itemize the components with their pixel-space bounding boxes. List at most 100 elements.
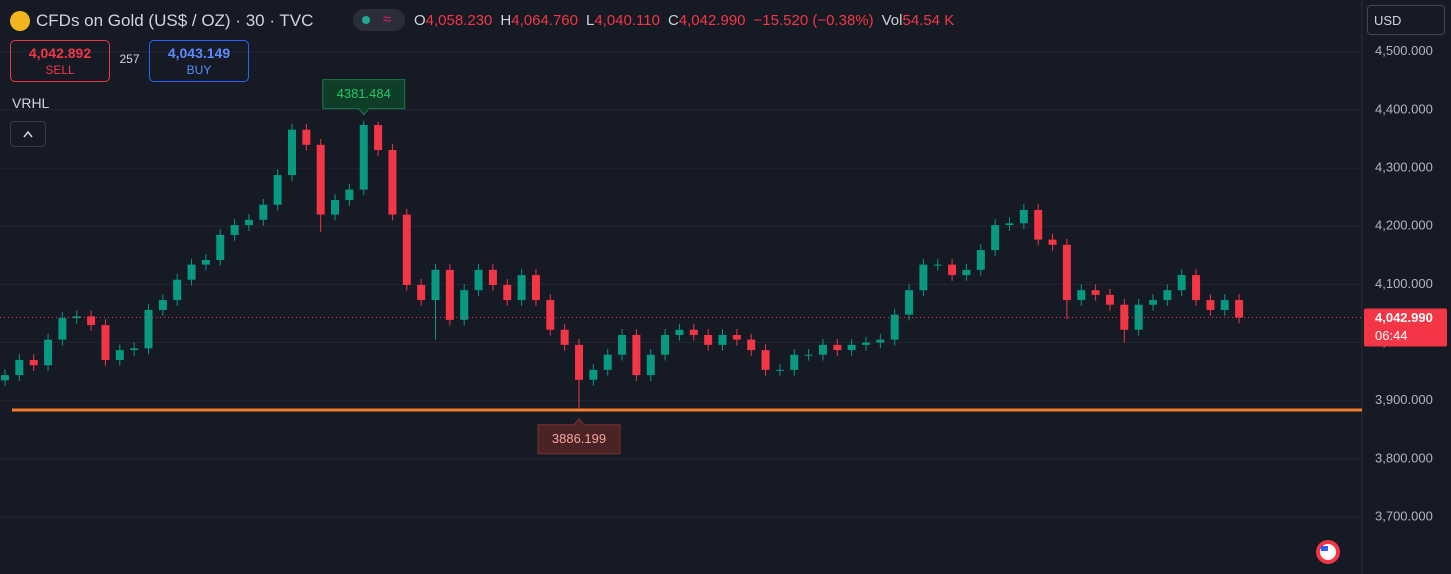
buy-button[interactable]: 4,043.149 BUY xyxy=(149,40,249,82)
candle-body xyxy=(948,264,957,276)
countdown: 06:44 xyxy=(1375,328,1408,343)
candle-body xyxy=(890,314,899,340)
ohlc-value: 4,040.110 xyxy=(594,12,660,29)
candle-body xyxy=(847,344,856,351)
candle-body xyxy=(359,125,368,190)
candle-body xyxy=(1206,300,1215,310)
candle-body xyxy=(1220,300,1229,310)
candle-body xyxy=(818,344,827,355)
y-tick-label: 4,300.000 xyxy=(1375,160,1433,175)
candle-body xyxy=(560,329,569,345)
candle-body xyxy=(1,375,9,381)
candle-body xyxy=(488,269,497,285)
flag-icon[interactable] xyxy=(1316,540,1340,564)
low-callout xyxy=(537,417,621,455)
candle-body xyxy=(87,316,96,326)
ohlc-key: L xyxy=(585,12,595,29)
sell-button[interactable]: 4,042.892 SELL xyxy=(10,40,110,82)
candle-body xyxy=(675,329,684,335)
currency-select[interactable]: USD xyxy=(1367,5,1445,35)
last-price-label: 4,042.990 xyxy=(1375,310,1433,325)
high-callout xyxy=(322,79,406,116)
candle-body xyxy=(345,189,354,201)
candle-body xyxy=(632,334,641,376)
candle-body xyxy=(1005,223,1014,226)
candle-body xyxy=(718,334,727,345)
candle-body xyxy=(273,175,282,205)
candle-body xyxy=(876,339,885,343)
ohlc-value: 4,058.230 xyxy=(425,12,493,29)
candle-body xyxy=(445,269,454,320)
ohlc-value: 4,042.990 xyxy=(678,12,746,29)
candle-body xyxy=(1149,300,1157,305)
candle-body xyxy=(288,129,296,176)
y-tick-label: 3,700.000 xyxy=(1375,508,1433,523)
candle-body xyxy=(302,129,311,145)
candle-body xyxy=(704,334,713,345)
volume: 54.54 K xyxy=(902,12,955,29)
candle-body xyxy=(661,334,670,355)
y-tick-label: 4,500.000 xyxy=(1375,43,1433,58)
candle-body xyxy=(15,359,24,376)
sell-label: SELL xyxy=(45,63,75,77)
low-label: 3886.199 xyxy=(552,431,606,446)
candle-body xyxy=(115,350,124,360)
candle-body xyxy=(517,275,526,301)
candle-body xyxy=(1077,290,1086,301)
currency: USD xyxy=(1374,13,1402,28)
candle-body xyxy=(589,369,598,380)
ohlc-legend: O4,058.230 H4,064.760 L4,040.110 C4,042.990… xyxy=(414,10,954,32)
candle-body xyxy=(991,225,1000,251)
y-tick-label: 3,800.000 xyxy=(1375,450,1433,465)
candle-body xyxy=(689,329,698,335)
candle-body xyxy=(1134,304,1143,330)
ohlc-key: C xyxy=(667,12,679,29)
y-tick-label: 4,100.000 xyxy=(1375,276,1433,291)
high-label: 4381.484 xyxy=(337,86,391,101)
candle-body xyxy=(44,339,53,366)
symbol-title[interactable]: CFDs on Gold (US$ / OZ) · 30 · TVC xyxy=(36,11,314,31)
ohlc-value: 4,064.760 xyxy=(511,12,578,29)
grid xyxy=(0,51,1362,518)
buy-label: BUY xyxy=(186,63,212,77)
candle-body xyxy=(173,279,182,301)
collapse-button[interactable] xyxy=(10,121,46,147)
candle-body xyxy=(230,225,239,235)
candle-body xyxy=(144,309,153,349)
candle-body xyxy=(1062,244,1071,301)
ohlc-key: O xyxy=(414,12,426,29)
candle-body xyxy=(417,284,426,301)
y-tick-label: 4,200.000 xyxy=(1375,218,1433,233)
candle-body xyxy=(833,344,842,351)
candle-body xyxy=(316,144,325,215)
candle-body xyxy=(1235,300,1244,318)
buy-price: 4,043.149 xyxy=(167,45,231,61)
spread: 257 xyxy=(119,52,140,66)
status-pill[interactable]: ≈ xyxy=(353,9,405,31)
candle-body xyxy=(905,290,914,315)
candle-body xyxy=(976,250,985,270)
y-tick-label: 4,400.000 xyxy=(1375,101,1433,116)
market-open-dot xyxy=(362,16,370,24)
candle-body xyxy=(747,339,756,351)
candle-body xyxy=(216,234,225,260)
candle-body xyxy=(374,125,383,151)
candle-body xyxy=(331,200,340,215)
candle-body xyxy=(790,354,799,370)
candle-body xyxy=(58,318,67,340)
candle-body xyxy=(1034,209,1043,240)
sell-price: 4,042.892 xyxy=(28,45,92,61)
indicator-name[interactable]: VRHL xyxy=(12,95,50,111)
flag-canton[interactable] xyxy=(1321,546,1328,551)
candle-body xyxy=(1105,294,1114,305)
candle-body xyxy=(575,344,583,380)
candle-body xyxy=(187,264,196,280)
candle-body xyxy=(1048,239,1057,245)
candle-body xyxy=(546,300,555,330)
candles xyxy=(1,120,1244,409)
y-tick-label: 3,900.000 xyxy=(1375,392,1433,407)
candle-body xyxy=(130,348,139,351)
candle-body xyxy=(804,354,813,356)
